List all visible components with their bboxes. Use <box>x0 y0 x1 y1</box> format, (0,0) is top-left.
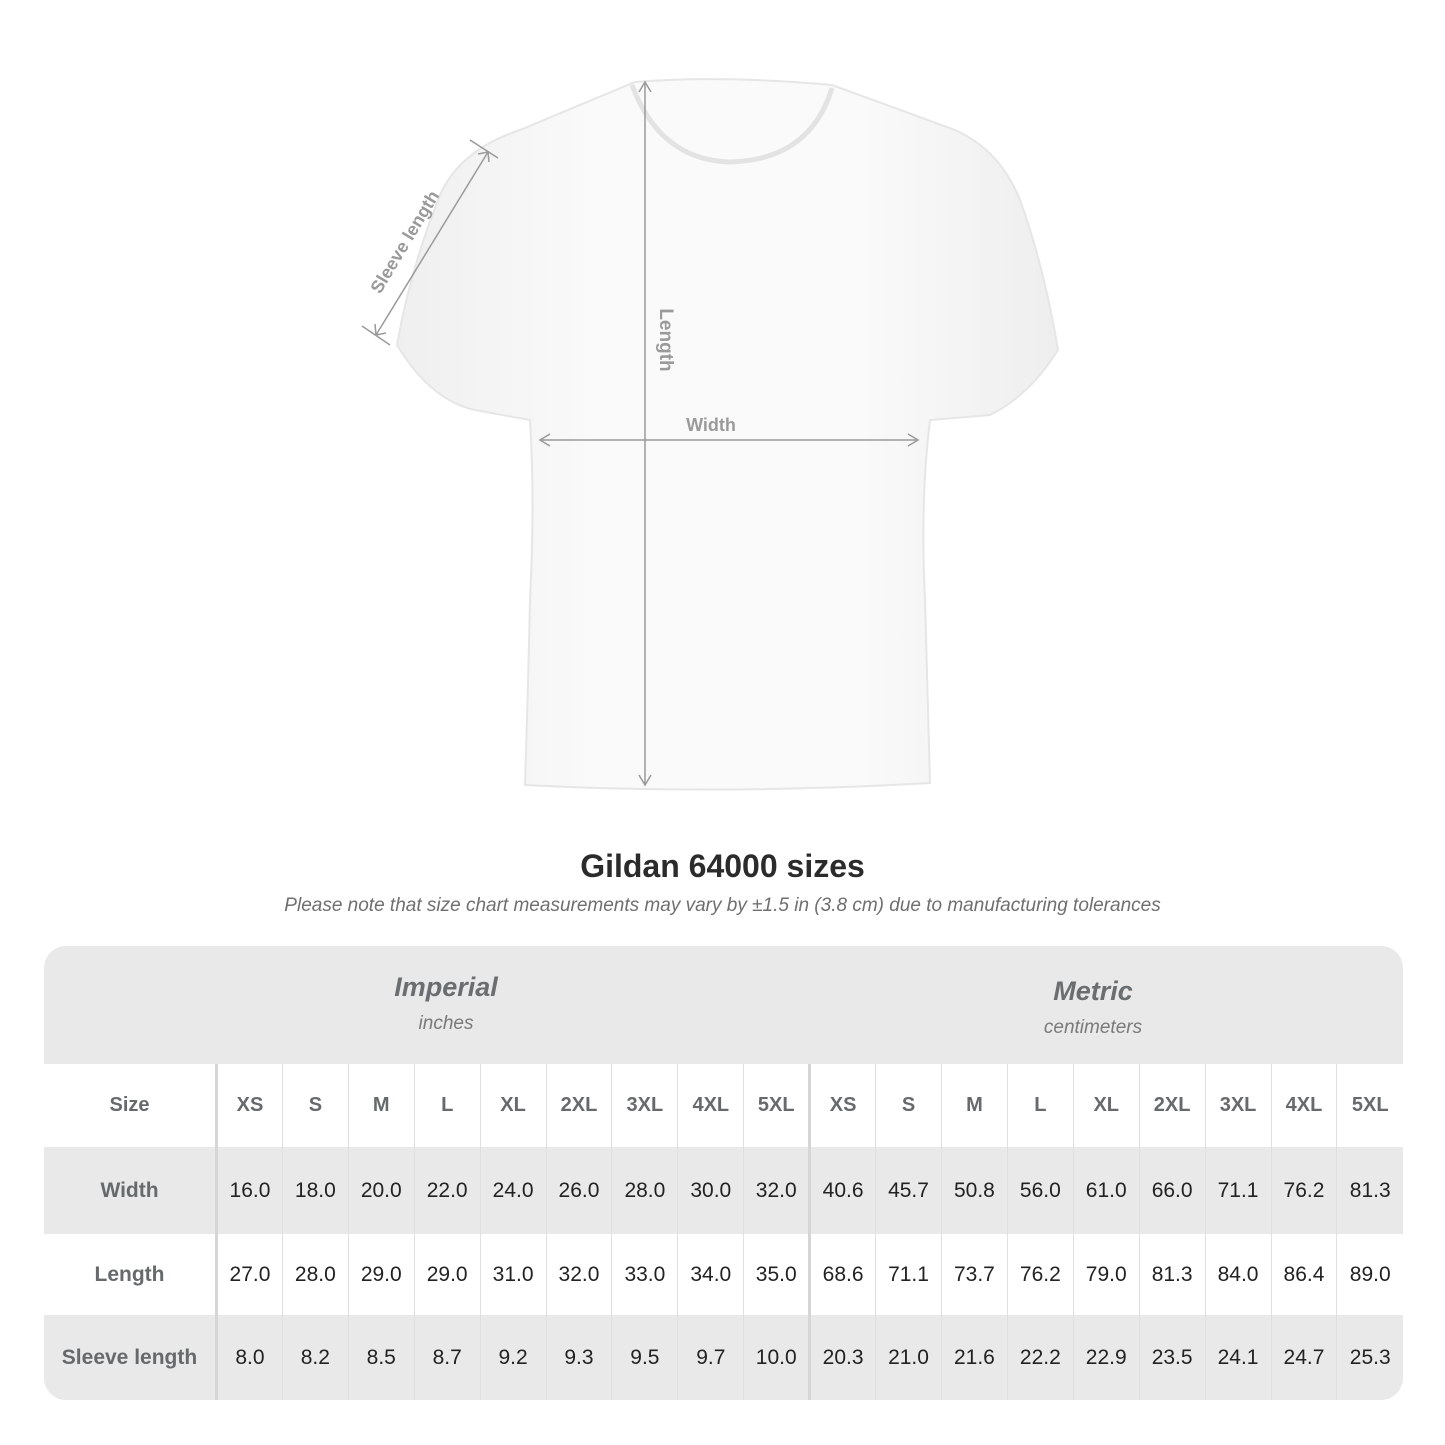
tshirt-shape <box>395 78 1060 791</box>
metric-value: 56.0 <box>1006 1147 1074 1234</box>
metric-size-header: L <box>1006 1064 1074 1147</box>
imperial-value: 8.5 <box>347 1315 415 1400</box>
page-title: Gildan 64000 sizes <box>580 848 865 884</box>
metric-unit: centimeters <box>1043 1017 1143 1038</box>
metric-size-header: 3XL <box>1204 1064 1271 1147</box>
sleeve-arrow <box>375 151 489 336</box>
imperial-value: 32.0 <box>545 1234 612 1315</box>
length-label: Length <box>655 308 676 371</box>
imperial-size-header: L <box>413 1064 481 1147</box>
metric-size-header: XS <box>808 1064 876 1147</box>
imperial-size-header: 5XL <box>743 1064 810 1147</box>
imperial-size-header: 2XL <box>545 1064 612 1147</box>
imperial-value: 35.0 <box>743 1234 810 1315</box>
table-header-row: Size XS S M L XL 2XL 3XL 4XL 5XL XS S M L XL 2XL 3XL 4XL 5… <box>44 1064 1403 1147</box>
metric-value: 81.3 <box>1336 1147 1403 1234</box>
imperial-size-header: 3XL <box>611 1064 678 1147</box>
metric-size-header: 5XL <box>1336 1064 1403 1147</box>
metric-value: 24.1 <box>1204 1315 1271 1400</box>
imperial-header: Imperial inches <box>215 946 677 1090</box>
imperial-value: 24.0 <box>479 1147 547 1234</box>
imperial-value: 9.5 <box>611 1315 678 1400</box>
imperial-value: 20.0 <box>347 1147 415 1234</box>
metric-value: 66.0 <box>1138 1147 1206 1234</box>
imperial-unit: inches <box>418 1013 474 1034</box>
imperial-value: 29.0 <box>347 1234 415 1315</box>
imperial-value: 31.0 <box>479 1234 547 1315</box>
imperial-value: 8.7 <box>413 1315 481 1400</box>
imperial-value: 34.0 <box>677 1234 744 1315</box>
imperial-value: 18.0 <box>281 1147 349 1234</box>
metric-value: 22.9 <box>1072 1315 1140 1400</box>
imperial-size-header: XL <box>479 1064 547 1147</box>
imperial-value: 8.2 <box>281 1315 349 1400</box>
metric-value: 84.0 <box>1204 1234 1271 1315</box>
imperial-value: 10.0 <box>743 1315 810 1400</box>
table-row: Length 27.0 28.0 29.0 29.0 31.0 32.0 33.0 34.0 35… <box>44 1234 1403 1315</box>
table-row: Width 16.0 18.0 20.0 22.0 24.0 26.0 28.0 30.0 32.… <box>44 1147 1403 1234</box>
row-label: Width <box>44 1147 217 1234</box>
metric-value: 21.0 <box>875 1315 942 1400</box>
collar <box>629 84 835 165</box>
imperial-value: 32.0 <box>743 1147 810 1234</box>
metric-value: 50.8 <box>940 1147 1008 1234</box>
imperial-value: 9.2 <box>479 1315 547 1400</box>
imperial-title: Imperial <box>394 972 498 1002</box>
metric-size-header: XL <box>1072 1064 1140 1147</box>
metric-value: 79.0 <box>1072 1234 1140 1315</box>
size-chart: Imperial inches Metric centimeters Size X… <box>44 946 1403 1400</box>
metric-value: 81.3 <box>1138 1234 1206 1315</box>
metric-value: 68.6 <box>808 1234 876 1315</box>
metric-value: 61.0 <box>1072 1147 1140 1234</box>
metric-value: 21.6 <box>940 1315 1008 1400</box>
metric-title: Metric <box>1053 976 1133 1006</box>
metric-size-header: S <box>875 1064 942 1147</box>
imperial-value: 8.0 <box>215 1315 283 1400</box>
imperial-size-header: M <box>347 1064 415 1147</box>
metric-header: Metric centimeters <box>809 946 1377 1094</box>
tshirt-diagram: Sleeve length Length Width <box>361 78 1060 791</box>
metric-value: 89.0 <box>1336 1234 1403 1315</box>
size-table: Size XS S M L XL 2XL 3XL 4XL 5XL XS S M L XL 2XL 3XL 4XL 5… <box>44 1064 1403 1400</box>
metric-value: 71.1 <box>875 1234 942 1315</box>
tolerance-note: Please note that size chart measurements… <box>284 895 1161 916</box>
metric-value: 86.4 <box>1270 1234 1337 1315</box>
imperial-value: 29.0 <box>413 1234 481 1315</box>
width-label: Width <box>686 415 736 435</box>
imperial-size-header: XS <box>215 1064 283 1147</box>
metric-value: 71.1 <box>1204 1147 1271 1234</box>
metric-value: 45.7 <box>875 1147 942 1234</box>
imperial-value: 9.3 <box>545 1315 612 1400</box>
metric-value: 24.7 <box>1270 1315 1337 1400</box>
metric-value: 40.6 <box>808 1147 876 1234</box>
metric-value: 25.3 <box>1336 1315 1403 1400</box>
imperial-value: 27.0 <box>215 1234 283 1315</box>
size-header: Size <box>44 1064 217 1147</box>
imperial-size-header: S <box>281 1064 349 1147</box>
imperial-value: 28.0 <box>281 1234 349 1315</box>
row-label: Sleeve length <box>44 1315 217 1400</box>
imperial-size-header: 4XL <box>677 1064 744 1147</box>
metric-value: 76.2 <box>1270 1147 1337 1234</box>
metric-value: 23.5 <box>1138 1315 1206 1400</box>
metric-value: 20.3 <box>808 1315 876 1400</box>
imperial-value: 28.0 <box>611 1147 678 1234</box>
metric-value: 22.2 <box>1006 1315 1074 1400</box>
metric-value: 73.7 <box>940 1234 1008 1315</box>
imperial-value: 26.0 <box>545 1147 612 1234</box>
metric-size-header: 4XL <box>1270 1064 1337 1147</box>
metric-size-header: 2XL <box>1138 1064 1206 1147</box>
imperial-value: 30.0 <box>677 1147 744 1234</box>
metric-value: 76.2 <box>1006 1234 1074 1315</box>
imperial-value: 9.7 <box>677 1315 744 1400</box>
imperial-value: 22.0 <box>413 1147 481 1234</box>
row-label: Length <box>44 1234 217 1315</box>
table-row: Sleeve length 8.0 8.2 8.5 8.7 9.2 9.3 9.5 9.7 10.… <box>44 1315 1403 1400</box>
metric-size-header: M <box>940 1064 1008 1147</box>
imperial-value: 16.0 <box>215 1147 283 1234</box>
imperial-value: 33.0 <box>611 1234 678 1315</box>
